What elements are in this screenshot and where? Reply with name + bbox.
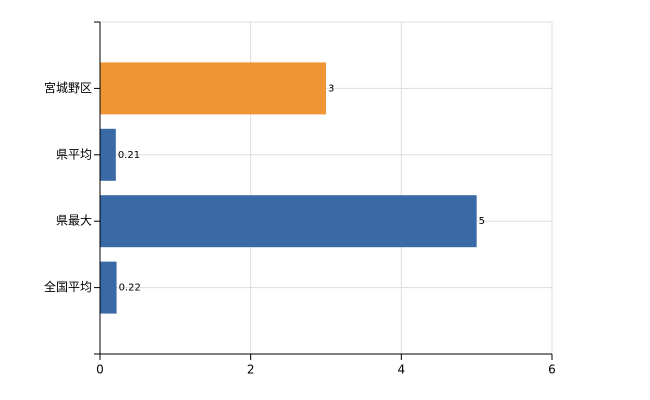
x-tick-label: 6	[548, 363, 556, 377]
value-label: 3	[328, 83, 334, 94]
x-tick-label: 0	[96, 363, 104, 377]
y-tick-label: 宮城野区	[44, 80, 92, 95]
y-tick-label: 全国平均	[44, 279, 92, 294]
y-tick-label: 県最大	[56, 214, 92, 228]
bar	[100, 62, 326, 115]
value-label: 5	[479, 216, 485, 227]
y-tick-label: 県平均	[56, 147, 92, 161]
bar	[100, 261, 117, 314]
value-label: 0.21	[118, 150, 140, 161]
x-tick-label: 4	[398, 363, 406, 377]
value-label: 0.22	[119, 283, 141, 294]
x-tick-label: 2	[247, 363, 255, 377]
bar	[100, 128, 116, 181]
bar	[100, 195, 477, 248]
